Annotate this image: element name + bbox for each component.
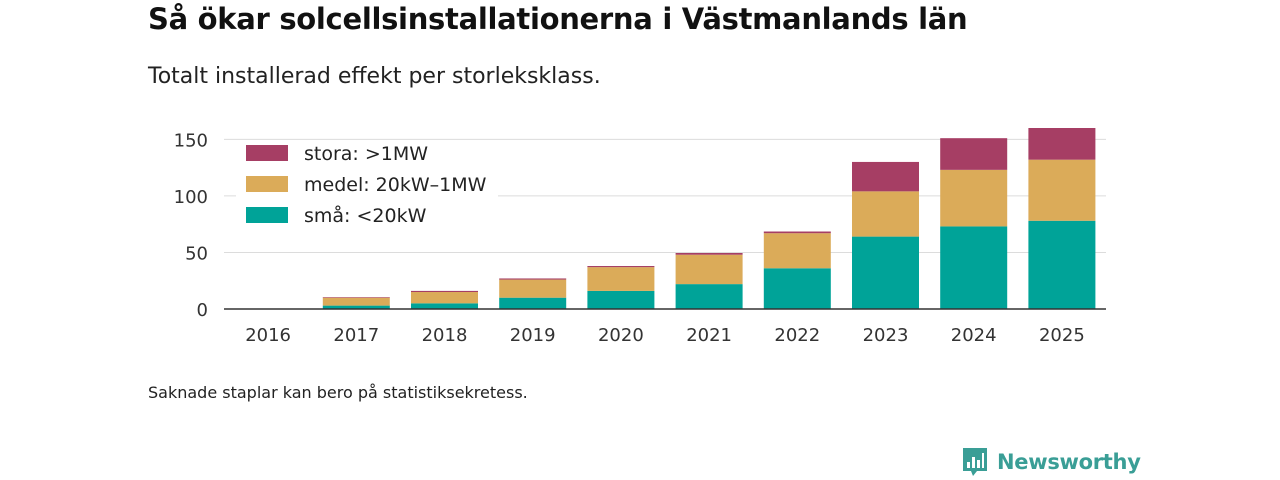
x-tick-label: 2024: [951, 325, 997, 346]
legend-label-medel: medel: 20kW–1MW: [304, 174, 487, 196]
bar-medel-2024: [940, 169, 1008, 227]
bar-medel-2023: [852, 191, 919, 237]
bar-stora-2021: [675, 253, 743, 255]
bar-sma-2022: [763, 268, 831, 309]
x-tick-label: 2016: [245, 325, 291, 346]
y-tick-label: 150: [174, 130, 208, 151]
bar-stora-2018: [411, 290, 478, 293]
bar-stora-2017: [322, 297, 390, 298]
legend-label-stora: stora: >1MW: [304, 143, 428, 165]
y-tick-label: 50: [185, 243, 208, 264]
footnote: Saknade staplar kan bero på statistiksek…: [148, 383, 528, 402]
x-tick-label: 2021: [686, 325, 732, 346]
legend-label-sma: små: <20kW: [304, 204, 427, 227]
legend: stora: >1MW medel: 20kW–1MW små: <20kW: [236, 140, 498, 236]
bar-stora-2019: [499, 278, 567, 280]
bar-sma-2018: [411, 303, 478, 309]
legend-swatch-medel: [246, 176, 288, 192]
logo-text: Newsworthy: [997, 450, 1141, 474]
bar-medel-2022: [763, 233, 831, 269]
bar-medel-2019: [499, 279, 567, 298]
bar-sma-2020: [587, 290, 655, 309]
x-tick-label: 2019: [510, 325, 556, 346]
bar-medel-2017: [322, 297, 390, 306]
bar-stora-2022: [763, 231, 831, 234]
bar-medel-2020: [587, 267, 655, 291]
bar-medel-2025: [1028, 159, 1096, 221]
bar-stora-2023: [852, 161, 919, 192]
bar-medel-2018: [411, 292, 478, 304]
stacked-bar-chart: 0 50 100 150 2016 2017 2018 2019 2020 2021 2022 202…: [174, 128, 1106, 346]
x-tick-label: 2023: [863, 325, 909, 346]
y-tick-label: 0: [197, 300, 208, 321]
bar-sma-2024: [940, 226, 1008, 309]
y-tick-label: 100: [174, 187, 208, 208]
bar-medel-2021: [675, 254, 743, 285]
chart-title: Så ökar solcellsinstallationerna i Västm…: [148, 2, 968, 36]
newsworthy-logo[interactable]: Newsworthy: [961, 446, 1141, 478]
x-tick-label: 2017: [333, 325, 379, 346]
bar-sma-2025: [1028, 220, 1096, 309]
x-tick-label: 2025: [1039, 325, 1085, 346]
bar-sma-2019: [499, 297, 567, 309]
bar-stora-2024: [940, 138, 1008, 170]
bars: [322, 128, 1096, 309]
bar-sma-2017: [322, 305, 390, 309]
x-tick-label: 2022: [774, 325, 820, 346]
x-tick-label: 2018: [422, 325, 468, 346]
bar-stora-2020: [587, 266, 655, 268]
x-tick-label: 2020: [598, 325, 644, 346]
legend-swatch-sma: [246, 207, 288, 223]
legend-swatch-stora: [246, 145, 288, 161]
chart-logo-icon: [963, 448, 987, 476]
bar-sma-2021: [675, 284, 743, 309]
bar-sma-2023: [852, 236, 919, 309]
axes: 0 50 100 150 2016 2017 2018 2019 2020 2021 2022 202…: [174, 130, 1106, 346]
bar-stora-2025: [1028, 128, 1096, 160]
chart-subtitle: Totalt installerad effekt per storlekskl…: [148, 64, 601, 89]
